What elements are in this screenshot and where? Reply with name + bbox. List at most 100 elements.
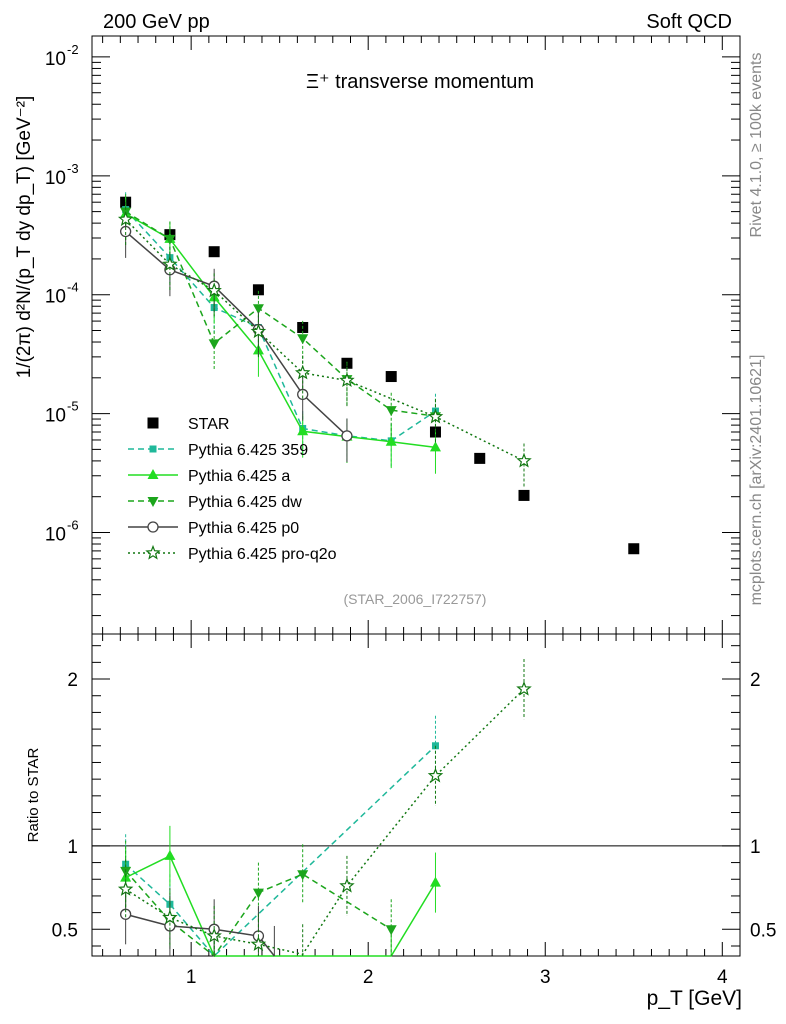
data-point <box>250 323 267 339</box>
data-point <box>385 435 397 446</box>
data-point <box>429 441 441 452</box>
legend-label: Pythia 6.425 359 <box>188 442 308 459</box>
series-line-pythia-6-425-p0 <box>125 230 348 437</box>
ratio-point <box>117 881 134 896</box>
mcplots-label: mcplots.cern.ch [arXiv:2401.10621] <box>748 355 765 606</box>
data-point <box>252 304 264 315</box>
series-line-pythia-6-425-dw <box>125 210 436 417</box>
ratio-plot-series <box>117 659 532 958</box>
legend-marker <box>149 445 157 453</box>
ratio-series-pythia-6-425-pro-q2o <box>117 659 532 956</box>
legend: STAR Pythia 6.425 359 Pythia 6.425 a Pythia… <box>128 416 337 563</box>
ratio-ylabel: Ratio to STAR <box>25 747 42 842</box>
ratio-point <box>162 909 178 925</box>
y-tick-exponent: -6 <box>67 517 79 532</box>
legend-marker <box>147 417 159 429</box>
y-tick-label: 10 <box>45 49 66 70</box>
data-point <box>341 430 353 442</box>
x-tick-label: 3 <box>540 967 551 988</box>
main-frame <box>91 35 741 635</box>
series-line-pythia-6-425-pro-q2o <box>125 218 525 462</box>
ratio-line-pythia-6-425-p0 <box>125 913 275 957</box>
legend-item-pythia-6-425-a: Pythia 6.425 a <box>128 468 290 485</box>
ratio-series-pythia-6-425-a <box>120 825 441 957</box>
ratio-point <box>252 888 264 899</box>
ratio-point <box>250 936 267 951</box>
analysis-watermark: (STAR_2006_I722757) <box>344 591 487 607</box>
legend-item-pythia-6-425-pro-q2o: Pythia 6.425 pro-q2o <box>128 544 337 563</box>
series-line-pythia-6-425-a <box>125 213 436 449</box>
data-point <box>208 339 220 350</box>
ratio-plot-axes: 1 2 3 4 0.5 0.5 1 1 2 2 <box>52 633 776 988</box>
ratio-y-tick-label: 1 <box>67 837 78 858</box>
main-ylabel: 1/(2π) d²N/(p_T dy dp_T) [GeV⁻²] <box>14 96 35 379</box>
y-tick-exponent: -4 <box>67 280 79 295</box>
ratio-y-tick-label: 1 <box>750 837 761 858</box>
ratio-line-pythia-6-425-pro-q2o <box>125 688 525 956</box>
data-point <box>117 211 134 227</box>
legend-item-pythia-6-425-p0: Pythia 6.425 p0 <box>128 520 299 537</box>
data-point <box>252 284 264 296</box>
main-title: Ξ⁺ transverse momentum <box>306 71 534 93</box>
y-tick-exponent: -3 <box>67 161 79 176</box>
series-pythia-6-425-pro-q2o <box>117 202 532 488</box>
data-point <box>516 452 532 468</box>
y-tick-label: 10 <box>45 524 66 545</box>
ratio-point <box>339 877 355 893</box>
ratio-point <box>429 876 441 887</box>
x-tick-label: 4 <box>717 967 728 988</box>
legend-label: Pythia 6.425 p0 <box>188 520 299 537</box>
ratio-point <box>385 925 397 936</box>
legend-item-pythia-6-425-dw: Pythia 6.425 dw <box>128 494 302 511</box>
legend-label: Pythia 6.425 pro-q2o <box>188 546 337 563</box>
ratio-line-pythia-6-425-dw <box>125 870 392 958</box>
rivet-label: Rivet 4.1.0, ≥ 100k events <box>748 53 765 238</box>
y-tick-exponent: -5 <box>67 399 79 414</box>
legend-label: STAR <box>188 416 229 433</box>
header-right: Soft QCD <box>646 11 732 33</box>
data-point <box>294 364 311 380</box>
data-point <box>297 425 309 436</box>
y-tick-label: 10 <box>45 168 66 189</box>
data-point <box>162 256 178 271</box>
ratio-line-pythia-6-425-359 <box>125 745 437 958</box>
data-point <box>119 225 132 238</box>
data-point <box>208 246 220 258</box>
data-point <box>628 543 640 555</box>
data-point <box>427 408 444 424</box>
y-tick-exponent: -2 <box>67 42 79 57</box>
x-tick-label: 1 <box>186 967 197 988</box>
data-point <box>164 234 176 245</box>
legend-marker <box>147 497 159 507</box>
legend-marker <box>147 521 159 533</box>
xlabel: p_T [GeV] <box>647 987 742 1010</box>
series-line-pythia-6-425-359 <box>125 209 436 442</box>
data-point <box>385 406 397 417</box>
data-point <box>297 388 309 401</box>
data-point <box>297 334 309 345</box>
y-tick-label: 10 <box>45 287 66 308</box>
legend-item-star: STAR <box>147 416 229 433</box>
legend-item-pythia-6-425-359: Pythia 6.425 359 <box>128 442 308 459</box>
x-tick-label: 2 <box>363 967 374 988</box>
header-left: 200 GeV pp <box>103 11 210 33</box>
legend-marker <box>147 469 159 479</box>
ratio-point <box>206 927 222 943</box>
ratio-point <box>427 767 444 783</box>
ratio-point <box>164 849 176 860</box>
ratio-frame <box>91 633 741 957</box>
legend-label: Pythia 6.425 dw <box>188 494 302 511</box>
data-point <box>385 371 397 383</box>
ratio-point <box>516 680 532 696</box>
ratio-y-tick-label: 2 <box>750 670 761 691</box>
ratio-y-tick-label: 0.5 <box>52 920 78 941</box>
data-point <box>206 282 222 298</box>
legend-label: Pythia 6.425 a <box>188 468 290 485</box>
main-plot-series <box>117 192 640 555</box>
data-point <box>518 489 530 501</box>
data-point <box>339 372 355 388</box>
legend-marker <box>145 544 161 560</box>
ratio-point <box>297 870 309 881</box>
y-tick-label: 10 <box>45 406 66 427</box>
ratio-y-tick-label: 2 <box>67 670 78 691</box>
